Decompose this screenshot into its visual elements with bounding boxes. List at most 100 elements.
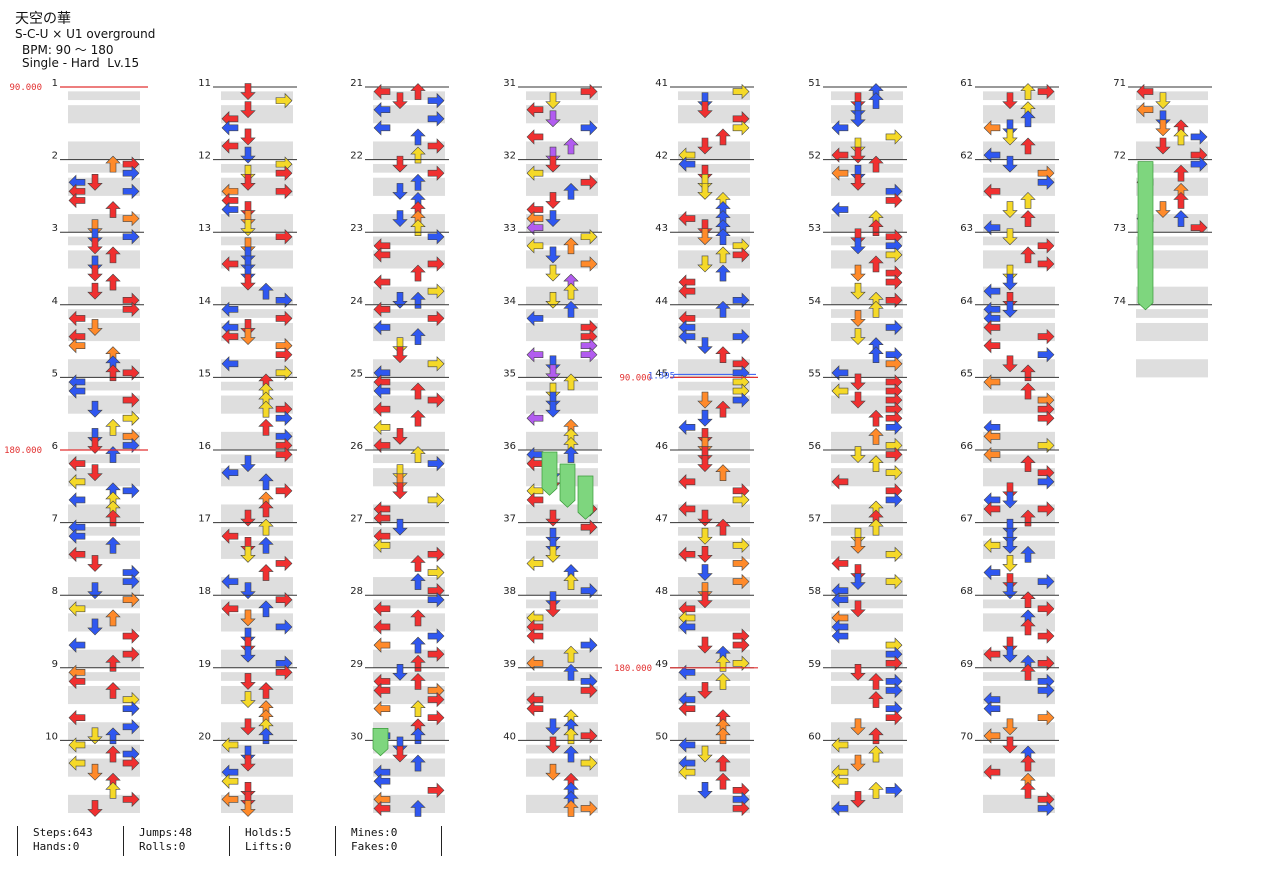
step-arrow: [1037, 83, 1055, 100]
beat-stripe: [983, 359, 1055, 378]
step-arrow: [122, 719, 140, 735]
measure-number: 28: [350, 586, 363, 597]
stats-panel: Steps:643 Hands:0 Jumps:48 Rolls:0 Holds…: [17, 826, 442, 856]
step-arrow: [373, 800, 391, 817]
step-arrow: [715, 754, 731, 772]
step-arrow: [580, 582, 598, 599]
measure-block: 45: [655, 368, 754, 454]
measure-block: 44: [655, 296, 754, 381]
step-arrow: [240, 219, 256, 237]
step-arrow: [1002, 201, 1018, 218]
measure-number: 60: [808, 731, 821, 742]
step-arrow: [545, 763, 561, 781]
beat-stripe: [373, 177, 445, 196]
beat-stripe: [678, 794, 750, 813]
step-arrow: [885, 655, 903, 671]
step-arrow: [1190, 129, 1208, 145]
step-arrow: [410, 382, 426, 400]
beat-stripe: [68, 672, 140, 681]
measure-block: 27: [350, 514, 449, 599]
measure-number: 1: [52, 78, 58, 89]
beat-stripe: [68, 91, 140, 101]
beat-stripe: [526, 685, 598, 705]
step-arrow: [831, 120, 849, 136]
step-arrow: [715, 128, 731, 146]
step-arrow: [1002, 264, 1018, 282]
beat-stripe: [221, 91, 293, 101]
step-arrow: [850, 110, 866, 128]
step-arrow: [697, 509, 713, 527]
beat-stripe: [983, 236, 1055, 246]
step-arrow: [563, 663, 579, 681]
step-arrow: [258, 682, 274, 699]
step-arrow: [545, 536, 561, 554]
step-arrow: [122, 592, 140, 608]
step-arrow: [240, 128, 256, 146]
step-arrow: [526, 165, 544, 181]
step-arrow: [850, 664, 866, 681]
step-arrow: [122, 573, 140, 590]
beat-stripe: [526, 577, 598, 596]
step-arrow: [275, 292, 293, 308]
beat-stripe: [526, 214, 598, 233]
step-arrow: [1020, 545, 1036, 563]
beat-stripe: [678, 758, 750, 777]
measure-number: 3: [52, 223, 58, 234]
step-arrow: [373, 120, 391, 136]
step-arrow: [545, 146, 561, 164]
step-arrow: [545, 391, 561, 409]
beat-stripe: [373, 286, 445, 305]
step-arrow: [373, 419, 391, 436]
step-arrow: [1037, 437, 1055, 454]
step-arrow: [732, 292, 750, 308]
measure-block: 58: [808, 586, 907, 671]
measure-number: 29: [350, 659, 363, 670]
step-arrow: [732, 573, 750, 590]
beat-stripe: [221, 454, 293, 464]
step-arrow: [373, 637, 391, 653]
measure-block: 22: [350, 151, 449, 236]
measure-block: 20: [198, 731, 297, 817]
step-arrow: [850, 564, 866, 581]
measure-number: 41: [655, 78, 668, 89]
beat-stripe: [373, 236, 445, 246]
step-arrow: [831, 383, 849, 399]
step-arrow: [563, 300, 579, 318]
measure-number: 12: [198, 151, 211, 162]
step-arrow: [240, 691, 256, 708]
measure-block: 43: [655, 223, 754, 308]
step-arrow: [983, 564, 1001, 581]
measure-block: 4: [52, 296, 144, 382]
step-arrow: [410, 291, 426, 309]
measure-block: 39: [503, 659, 602, 745]
step-arrow: [1002, 555, 1018, 572]
beat-stripe: [221, 395, 293, 414]
step-arrow: [122, 700, 140, 717]
step-arrow: [275, 92, 293, 109]
step-arrow: [240, 164, 256, 182]
step-arrow: [678, 419, 696, 436]
step-arrow: [427, 256, 445, 272]
step-arrow: [1002, 527, 1018, 545]
beat-stripe: [678, 613, 750, 632]
beat-stripe: [678, 322, 750, 342]
step-arrow: [526, 628, 544, 644]
beat-stripe: [526, 286, 598, 305]
beat-stripe: [373, 309, 445, 318]
beat-stripe: [68, 177, 140, 196]
step-arrow: [545, 382, 561, 400]
measure-block: 18: [198, 586, 297, 671]
beat-stripe: [68, 744, 140, 754]
step-arrow: [563, 573, 579, 590]
step-arrow: [983, 147, 1001, 163]
hold-note: [372, 728, 389, 757]
step-arrow: [240, 636, 256, 654]
measure-block: 35: [503, 368, 602, 454]
measure-number: 65: [960, 368, 973, 379]
measure-number: 15: [198, 368, 211, 379]
beat-stripe: [831, 286, 903, 305]
beat-stripe: [678, 309, 750, 318]
beat-stripe: [373, 649, 445, 668]
step-arrow: [392, 291, 408, 309]
step-arrow: [850, 310, 866, 327]
